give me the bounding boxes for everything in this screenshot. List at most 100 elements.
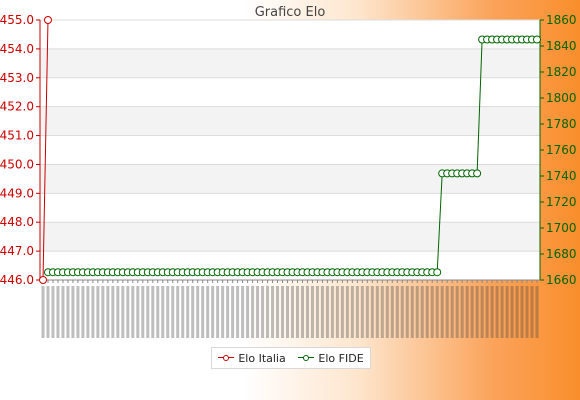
x-tick-label-mark [450, 286, 454, 338]
x-tick-label-mark [465, 286, 469, 338]
x-tick-label-mark [455, 286, 459, 338]
x-tick-label-mark [400, 286, 404, 338]
x-tick-label-mark [370, 286, 374, 338]
x-tick-label-mark [81, 286, 85, 338]
legend-item-elo-italia: Elo Italia [218, 351, 286, 365]
x-tick-label-mark [530, 286, 534, 338]
legend-item-elo-fide: Elo FIDE [298, 351, 364, 365]
x-tick-label-mark [46, 286, 50, 338]
x-tick-label-mark [211, 286, 215, 338]
x-tick-label-mark [325, 286, 329, 338]
x-tick-label-mark [470, 286, 474, 338]
x-tick-label-mark [335, 286, 339, 338]
x-tick-label-mark [395, 286, 399, 338]
x-tick-label-mark [460, 286, 464, 338]
left-tick-label: 447.0 [0, 244, 34, 258]
right-tick-label: 1800 [546, 91, 577, 105]
x-tick-label-mark [425, 286, 429, 338]
legend-label-italia: Elo Italia [238, 351, 286, 365]
x-tick-label-mark [365, 286, 369, 338]
x-tick-label-mark [101, 286, 105, 338]
plot-band [40, 222, 540, 252]
x-tick-label-mark [271, 286, 275, 338]
x-tick-label-mark [241, 286, 245, 338]
right-tick-label: 1820 [546, 65, 577, 79]
left-tick-label: 449.0 [0, 186, 34, 200]
x-tick-label-mark [345, 286, 349, 338]
x-tick-label-mark [360, 286, 364, 338]
right-tick-label: 1660 [546, 273, 577, 287]
x-tick-label-mark [276, 286, 280, 338]
right-tick-label: 1780 [546, 117, 577, 131]
left-tick-label: 450.0 [0, 157, 34, 171]
x-tick-label-mark [500, 286, 504, 338]
right-tick-label: 1760 [546, 143, 577, 157]
x-tick-label-mark [191, 286, 195, 338]
x-tick-label-mark [71, 286, 75, 338]
x-tick-label-mark [286, 286, 290, 338]
plot-bands [40, 20, 540, 280]
x-tick-label-mark [91, 286, 95, 338]
plot-band [40, 135, 540, 165]
legend: Elo Italia Elo FIDE [211, 347, 371, 369]
right-tick-label: 1740 [546, 169, 577, 183]
x-tick-label-mark [485, 286, 489, 338]
left-tick-label: 451.0 [0, 129, 34, 143]
data-point-fide [433, 268, 442, 277]
x-tick-label-mark [221, 286, 225, 338]
x-tick-label-mark [51, 286, 55, 338]
left-axis-ticks: 446.0 447.0 448.0 449.0 450.0 451.0 452.0 453.0… [0, 13, 40, 287]
x-tick-label-mark [445, 286, 449, 338]
x-tick-label-mark [305, 286, 309, 338]
x-tick-label-mark [231, 286, 235, 338]
series-line-italia [42, 19, 49, 281]
left-tick-label: 454.0 [0, 42, 34, 56]
x-tick-label-mark [206, 286, 210, 338]
x-tick-label-mark [475, 286, 479, 338]
x-tick-label-mark [131, 286, 135, 338]
x-tick-label-mark [520, 286, 524, 338]
legend-swatch-italia [218, 354, 235, 362]
data-point-italia [43, 16, 52, 24]
x-tick-label-mark [196, 286, 200, 338]
plot-band [40, 251, 540, 280]
x-tick-label-mark [56, 286, 60, 338]
series-elo-fide [43, 35, 541, 277]
x-tick-label-mark [96, 286, 100, 338]
left-tick-label: 455.0 [0, 13, 34, 27]
x-tick-label-mark [505, 286, 509, 338]
x-tick-label-mark [111, 286, 115, 338]
left-tick-label: 446.0 [0, 273, 34, 287]
x-tick-label-mark [146, 286, 150, 338]
x-tick-label-mark [236, 286, 240, 338]
right-tick-label: 1720 [546, 195, 577, 209]
plot-band [40, 48, 540, 78]
x-tick-label-mark [300, 286, 304, 338]
x-tick-label-mark [350, 286, 354, 338]
x-tick-label-mark [390, 286, 394, 338]
x-tick-label-mark [385, 286, 389, 338]
x-tick-label-mark [510, 286, 514, 338]
x-tick-label-mark [375, 286, 379, 338]
x-tick-label-mark [440, 286, 444, 338]
legend-label-fide: Elo FIDE [318, 351, 364, 365]
x-tick-label-mark [156, 286, 160, 338]
x-tick-label-mark [171, 286, 175, 338]
x-tick-label-mark [86, 286, 90, 338]
x-tick-label-mark [330, 286, 334, 338]
legend-swatch-fide [298, 354, 315, 362]
grid-lines [40, 19, 540, 281]
x-tick-label-mark [410, 286, 414, 338]
x-tick-label-mark [310, 286, 314, 338]
x-tick-label-mark [41, 286, 45, 338]
x-axis-ticks [41, 280, 539, 338]
x-tick-label-mark [106, 286, 110, 338]
data-point-italia [39, 276, 47, 284]
series-elo-italia [39, 16, 52, 284]
x-tick-label-mark [515, 286, 519, 338]
right-tick-label: 1840 [546, 39, 577, 53]
x-tick-label-mark [435, 286, 439, 338]
plot-band [40, 164, 540, 194]
